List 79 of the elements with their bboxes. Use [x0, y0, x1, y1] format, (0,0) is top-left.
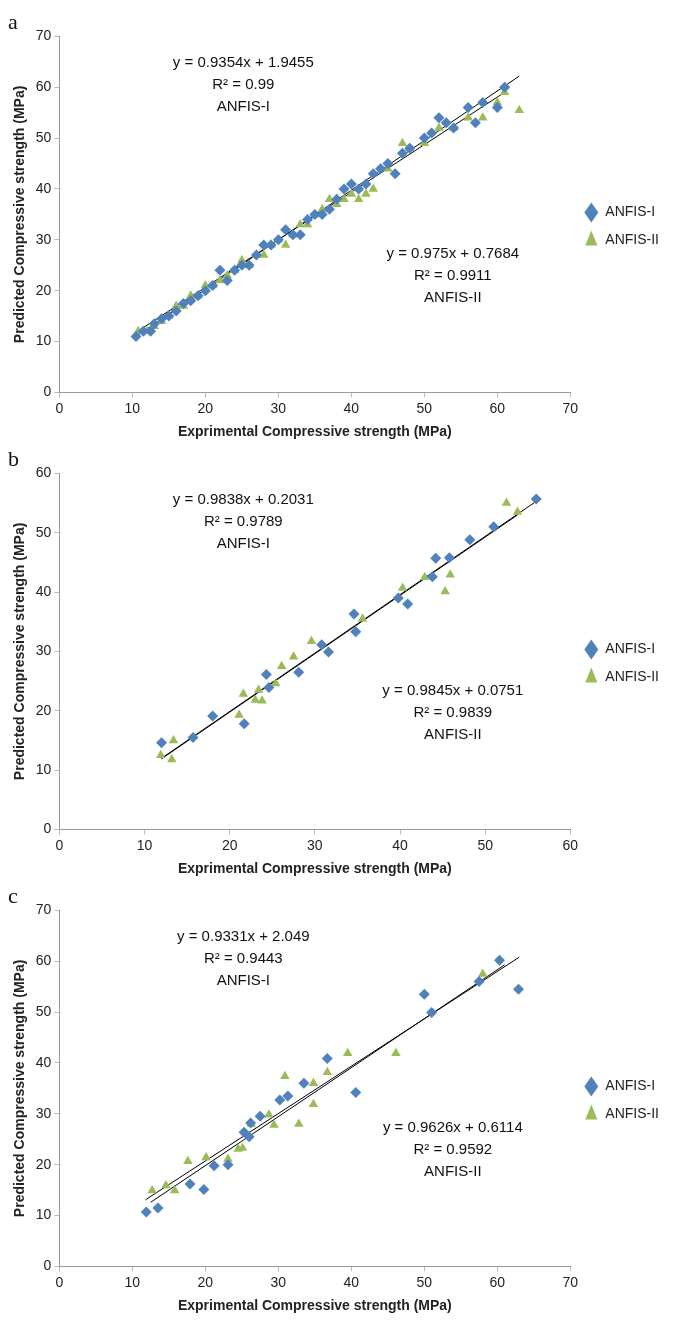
x-tick-label: 20 — [197, 399, 214, 416]
annotation: R² = 0.9911 — [413, 265, 492, 283]
x-axis-title: Exprimental Compressive strength (MPa) — [177, 860, 452, 877]
y-tick-label: 20 — [35, 281, 52, 298]
y-tick-label: 0 — [43, 383, 52, 400]
x-axis-title: Exprimental Compressive strength (MPa) — [177, 1297, 452, 1314]
annotation: ANFIS-I — [216, 970, 270, 988]
y-tick-label: 40 — [35, 179, 52, 196]
x-tick-label: 0 — [55, 1273, 64, 1290]
y-axis-title: Predicted Compressive strength (MPa) — [11, 959, 28, 1218]
y-tick-label: 0 — [43, 820, 52, 837]
annotation: y = 0.9354x + 1.9455 — [172, 52, 314, 70]
legend-label: ANFIS-I — [605, 1077, 656, 1094]
annotation: ANFIS-I — [216, 96, 270, 114]
y-tick-label: 50 — [35, 128, 52, 145]
y-tick-label: 70 — [35, 27, 52, 44]
y-tick-label: 50 — [35, 1002, 52, 1019]
x-tick-label: 70 — [562, 399, 579, 416]
x-tick-label: 50 — [416, 399, 433, 416]
x-tick-label: 40 — [343, 399, 360, 416]
y-tick-label: 70 — [35, 901, 52, 918]
x-tick-label: 20 — [197, 1273, 214, 1290]
y-tick-label: 60 — [35, 464, 52, 481]
annotation: R² = 0.99 — [212, 74, 275, 92]
x-tick-label: 60 — [489, 399, 506, 416]
legend-label: ANFIS-I — [605, 203, 656, 220]
x-tick-label: 40 — [392, 836, 409, 853]
y-tick-label: 30 — [35, 230, 52, 247]
x-tick-label: 40 — [343, 1273, 360, 1290]
y-tick-label: 30 — [35, 642, 52, 659]
x-tick-label: 60 — [489, 1273, 506, 1290]
y-tick-label: 40 — [35, 1053, 52, 1070]
annotation: R² = 0.9839 — [413, 702, 493, 720]
x-axis-title: Exprimental Compressive strength (MPa) — [177, 423, 452, 440]
x-tick-label: 0 — [55, 399, 64, 416]
annotation: y = 0.9845x + 0.0751 — [382, 680, 524, 698]
x-tick-label: 30 — [270, 1273, 287, 1290]
y-tick-label: 20 — [35, 1155, 52, 1172]
annotation: y = 0.9626x + 0.6114 — [382, 1117, 523, 1135]
annotation: y = 0.975x + 0.7684 — [386, 243, 520, 261]
annotation: ANFIS-II — [424, 724, 482, 742]
legend-label: ANFIS-II — [605, 1105, 659, 1122]
annotation: ANFIS-II — [424, 287, 482, 305]
y-tick-label: 10 — [35, 332, 52, 349]
y-axis-title: Predicted Compressive strength (MPa) — [11, 85, 28, 344]
x-tick-label: 10 — [136, 836, 153, 853]
legend-label: ANFIS-I — [605, 640, 656, 657]
annotation: y = 0.9331x + 2.049 — [177, 926, 310, 944]
chart-title: a — [8, 8, 18, 34]
y-tick-label: 30 — [35, 1104, 52, 1121]
y-axis-title: Predicted Compressive strength (MPa) — [11, 522, 28, 781]
y-tick-label: 60 — [35, 952, 52, 969]
x-tick-label: 10 — [124, 399, 141, 416]
x-tick-label: 50 — [416, 1273, 433, 1290]
x-tick-label: 70 — [562, 1273, 579, 1290]
annotation: R² = 0.9789 — [203, 511, 283, 529]
legend-label: ANFIS-II — [605, 231, 659, 248]
x-tick-label: 20 — [221, 836, 238, 853]
y-tick-label: 20 — [35, 701, 52, 718]
x-tick-label: 30 — [307, 836, 323, 853]
legend-label: ANFIS-II — [605, 668, 659, 685]
chart-title: b — [8, 445, 19, 471]
y-tick-label: 10 — [35, 760, 52, 777]
chart-title: c — [8, 882, 18, 908]
annotation: ANFIS-II — [424, 1161, 482, 1179]
x-tick-label: 10 — [124, 1273, 141, 1290]
x-tick-label: 30 — [270, 399, 287, 416]
annotation: R² = 0.9443 — [203, 948, 283, 966]
x-tick-label: 60 — [562, 836, 579, 853]
annotation: ANFIS-I — [216, 533, 270, 551]
x-tick-label: 0 — [55, 836, 64, 853]
y-tick-label: 50 — [35, 523, 52, 540]
y-tick-label: 0 — [43, 1257, 52, 1274]
annotation: R² = 0.9592 — [413, 1139, 493, 1157]
x-tick-label: 50 — [477, 836, 494, 853]
y-tick-label: 60 — [35, 78, 52, 95]
annotation: y = 0.9838x + 0.2031 — [172, 489, 314, 507]
y-tick-label: 40 — [35, 582, 52, 599]
y-tick-label: 10 — [35, 1206, 52, 1223]
